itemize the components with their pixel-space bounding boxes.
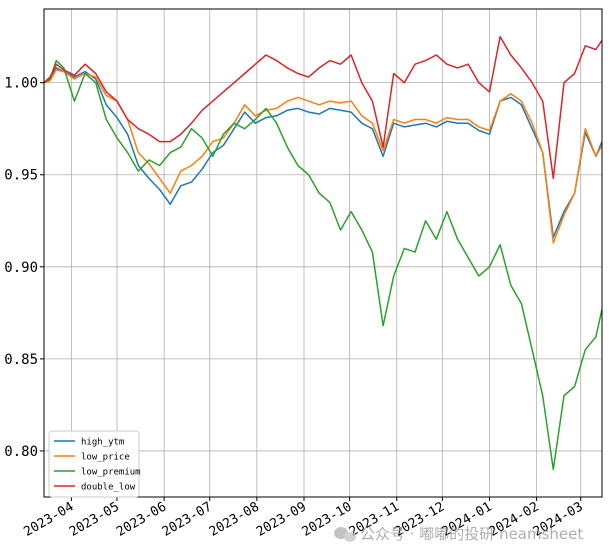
legend-label: high_ytm — [81, 438, 124, 448]
wechat-icon — [334, 527, 356, 542]
series-line-high-ytm — [44, 67, 602, 239]
y-tick-label: 0.80 — [4, 444, 38, 460]
legend-label: low_premium — [81, 468, 141, 478]
legend: high_ytm low_price low_premium double_low — [48, 430, 141, 498]
plot-area-frame — [43, 8, 603, 498]
grid-lines — [44, 9, 602, 497]
y-tick-label: 0.85 — [4, 352, 38, 368]
legend-box — [48, 430, 140, 498]
y-tick-label: 0.95 — [4, 168, 38, 184]
series-line-low-premium — [44, 59, 602, 471]
y-axis: 0.80 0.85 0.90 0.95 1.00 — [4, 76, 44, 460]
y-tick-label: 1.00 — [4, 76, 38, 92]
series-line-double-low — [44, 35, 602, 180]
legend-label: low_price — [81, 453, 130, 463]
watermark: 公众号 · 嘟嘟的投研 neamsheet — [334, 525, 583, 543]
watermark-text: 公众号 · 嘟嘟的投研 neamsheet — [360, 525, 583, 543]
series-lines — [44, 35, 602, 471]
legend-label: double_low — [81, 483, 136, 493]
y-tick-label: 0.90 — [4, 260, 38, 276]
